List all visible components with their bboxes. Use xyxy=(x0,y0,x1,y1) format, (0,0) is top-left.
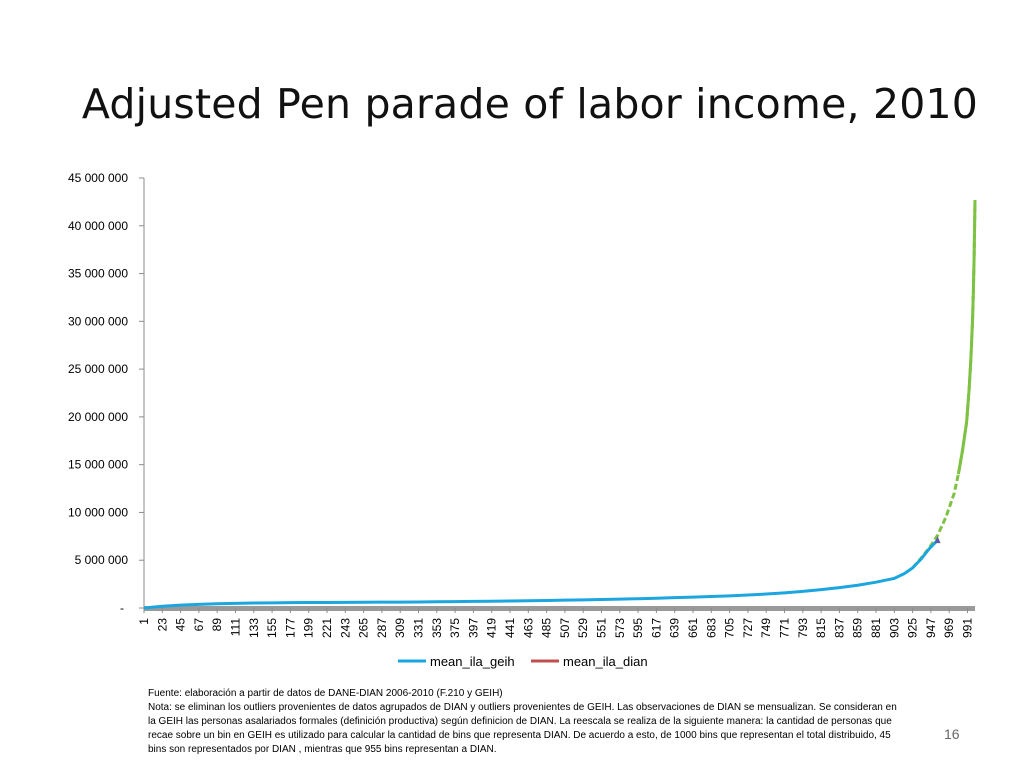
x-tick-label: 441 xyxy=(503,618,517,638)
x-tick-label: 705 xyxy=(723,618,737,638)
y-tick-label: 20 000 000 xyxy=(68,410,128,424)
x-tick-label: 111 xyxy=(229,618,243,637)
x-tick-label: 793 xyxy=(796,618,810,638)
x-tick-label: 595 xyxy=(631,618,645,638)
series-lines xyxy=(143,199,977,610)
x-tick-label: 617 xyxy=(649,618,663,638)
x-tick-label: 221 xyxy=(320,618,334,638)
footnote-line: bins son representados por DIAN , mientr… xyxy=(148,744,497,755)
page-number: 16 xyxy=(944,726,960,742)
y-tick-label: 45 000 000 xyxy=(68,171,128,185)
x-tick-label: 573 xyxy=(613,618,627,638)
y-axis: - 5 000 000 10 000 000 15 000 000 20 000 000… xyxy=(68,171,975,615)
x-tick-label: 67 xyxy=(192,618,206,632)
x-tick-label: 199 xyxy=(302,618,316,638)
x-axis: 1 23 45 67 89 111 133 155 177 199 221 243 265 287 309 3… xyxy=(137,608,975,638)
x-tick-label: 243 xyxy=(338,618,352,638)
x-tick-label: 155 xyxy=(265,618,279,638)
footnote-line: recae sobre un bin en GEIH es utilizado … xyxy=(148,730,891,741)
x-tick-label: 837 xyxy=(832,618,846,638)
x-tick-label: 177 xyxy=(283,618,297,638)
x-tick-label: 375 xyxy=(448,618,462,638)
x-tick-label: 749 xyxy=(759,618,773,638)
y-tick-label: 5 000 000 xyxy=(75,553,129,567)
x-tick-label: 727 xyxy=(741,618,755,638)
x-tick-label: 353 xyxy=(430,618,444,638)
x-tick-label: 683 xyxy=(704,618,718,638)
zero-baseline-band xyxy=(144,606,975,611)
x-tick-label: 89 xyxy=(210,618,224,632)
y-tick-label: 10 000 000 xyxy=(68,505,128,519)
y-tick-label: - xyxy=(120,601,124,615)
footnote: Fuente: elaboración a partir de datos de… xyxy=(148,687,938,757)
y-tick-label: 25 000 000 xyxy=(68,362,128,376)
x-tick-label: 1 xyxy=(137,618,151,625)
x-tick-label: 133 xyxy=(247,618,261,638)
slide-title: Adjusted Pen parade of labor income, 201… xyxy=(81,80,979,128)
footnote-line: Fuente: elaboración a partir de datos de… xyxy=(148,688,503,699)
x-tick-label: 551 xyxy=(595,618,609,638)
x-tick-label: 881 xyxy=(869,618,883,638)
x-tick-label: 859 xyxy=(851,618,865,638)
x-tick-label: 507 xyxy=(558,618,572,638)
x-tick-label: 903 xyxy=(887,618,901,638)
x-tick-label: 23 xyxy=(155,618,169,632)
crossover-marker xyxy=(934,536,941,544)
x-tick-label: 771 xyxy=(778,618,792,638)
y-tick-label: 15 000 000 xyxy=(68,458,128,472)
x-tick-label: 947 xyxy=(924,618,938,638)
legend-label: mean_ila_dian xyxy=(563,654,648,669)
series-line-mean-ila-dian xyxy=(956,199,977,475)
x-tick-label: 991 xyxy=(961,618,975,638)
x-tick-label: 331 xyxy=(412,618,426,638)
x-tick-label: 419 xyxy=(485,618,499,638)
footnote-line: Nota: se eliminan los outliers provenien… xyxy=(148,702,897,713)
y-tick-label: 40 000 000 xyxy=(68,219,128,233)
x-tick-label: 397 xyxy=(466,618,480,638)
x-tick-label: 309 xyxy=(393,618,407,638)
legend-label: mean_ila_geih xyxy=(430,654,515,669)
x-tick-label: 287 xyxy=(375,618,389,638)
x-tick-label: 45 xyxy=(174,618,188,632)
series-line-mean-ila-dian-tail xyxy=(911,199,977,569)
x-tick-label: 529 xyxy=(576,618,590,638)
y-tick-label: 35 000 000 xyxy=(68,267,128,281)
footnote-line: la GEIH las personas asalariados formale… xyxy=(148,716,892,727)
x-tick-label: 463 xyxy=(521,618,535,638)
y-tick-label: 30 000 000 xyxy=(68,314,128,328)
x-tick-label: 485 xyxy=(540,618,554,638)
x-tick-label: 639 xyxy=(668,618,682,638)
x-tick-label: 815 xyxy=(814,618,828,638)
x-tick-label: 661 xyxy=(686,618,700,638)
legend: mean_ila_geih mean_ila_dian xyxy=(398,654,648,669)
series-line-mean-ila-geih xyxy=(143,539,939,610)
x-tick-label: 265 xyxy=(357,618,371,638)
x-tick-label: 925 xyxy=(906,618,920,638)
x-tick-label: 969 xyxy=(942,618,956,638)
